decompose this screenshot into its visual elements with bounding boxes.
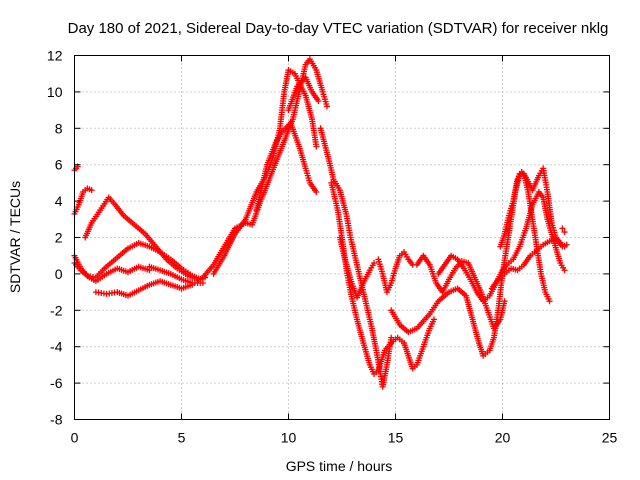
series-trace-q	[413, 252, 508, 332]
axis-ticks: 0 5 10 15 20 25 -8 -6 -4 -2 0 2 4 6 8 10 12	[47, 48, 618, 446]
series-trace-o	[375, 249, 416, 296]
y-tick-label: 6	[55, 157, 63, 173]
series-trace-k	[285, 74, 322, 114]
y-tick-label: 8	[55, 120, 63, 136]
y-tick-label: 10	[47, 84, 63, 100]
series-trace-e	[71, 259, 153, 285]
x-axis-label: GPS time / hours	[286, 458, 393, 474]
x-tick-label: 20	[495, 430, 511, 446]
series-trace-f	[92, 278, 196, 299]
series-trace-g	[146, 263, 206, 286]
x-tick-label: 10	[281, 430, 297, 446]
series-trace-u	[559, 225, 568, 236]
series-trace-s	[497, 165, 568, 250]
series-trace-p	[388, 170, 553, 359]
y-tick-label: 4	[55, 193, 63, 209]
y-tick-label: -4	[50, 339, 63, 355]
series-trace-n	[336, 234, 378, 301]
series-trace-j	[253, 119, 320, 214]
y-tick-label: 2	[55, 230, 63, 246]
y-tick-label: -2	[50, 302, 63, 318]
series-trace-t	[488, 236, 570, 292]
data-marks	[71, 56, 570, 390]
y-axis-label: SDTVAR / TECUs	[7, 181, 23, 293]
y-tick-label: -6	[50, 375, 63, 391]
x-tick-label: 0	[71, 430, 79, 446]
y-tick-label: 12	[47, 48, 63, 64]
x-tick-label: 25	[602, 430, 618, 446]
x-tick-label: 5	[178, 430, 186, 446]
chart-title: Day 180 of 2021, Sidereal Day-to-day VTE…	[68, 20, 609, 37]
y-tick-label: -8	[50, 412, 63, 428]
x-tick-label: 15	[388, 430, 404, 446]
y-tick-label: 0	[55, 266, 63, 282]
grid	[74, 55, 610, 420]
